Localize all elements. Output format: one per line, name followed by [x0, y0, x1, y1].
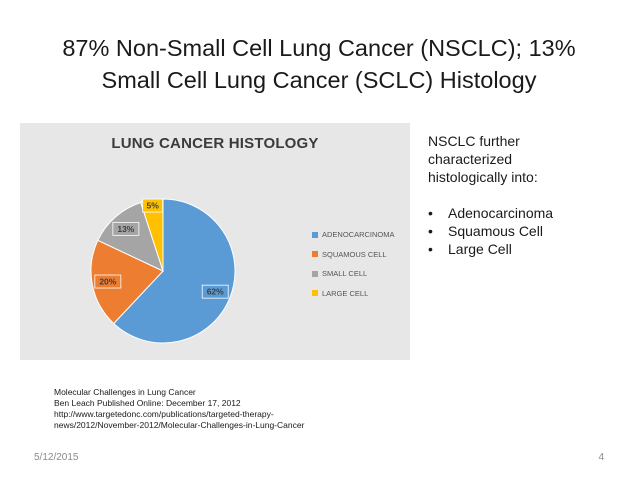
legend-label-small-cell: SMALL CELL	[322, 269, 368, 279]
nsclc-note-intro: NSCLC further characterized histological…	[428, 133, 538, 185]
pie-chart: 62% 20% 13% 5%	[90, 198, 236, 344]
list-item: • Squamous Cell	[428, 222, 628, 240]
nsclc-note: NSCLC further characterized histological…	[428, 132, 628, 258]
data-label-adenocarcinoma: 62%	[201, 284, 229, 299]
bullet-icon: •	[428, 223, 433, 239]
source-citation: Molecular Challenges in Lung Cancer Ben …	[54, 387, 374, 431]
pie-slice-adenocarcinoma	[113, 198, 236, 344]
footer-page-number: 4	[598, 452, 604, 463]
data-label-text: 62%	[207, 287, 224, 297]
legend-item-large-cell: LARGE CELL	[312, 284, 395, 304]
legend-swatch-large-cell	[312, 290, 318, 297]
bullet-icon: •	[428, 205, 433, 221]
data-label-small-cell: 13%	[112, 221, 140, 236]
subtype-label: Adenocarcinoma	[448, 205, 554, 221]
subtype-label: Squamous Cell	[448, 223, 543, 239]
pie-slice-small-cell	[97, 201, 164, 272]
slide-title-line1: 87% Non-Small Cell Lung Cancer (NSCLC); …	[62, 35, 576, 61]
data-label-text: 13%	[117, 224, 134, 234]
citation-url-line1: http://www.targetedonc.com/publications/…	[54, 409, 274, 419]
slide-title: 87% Non-Small Cell Lung Cancer (NSCLC); …	[0, 32, 638, 96]
legend-item-adenocarcinoma: ADENOCARCINOMA	[312, 225, 395, 245]
subtype-label: Large Cell	[448, 241, 512, 257]
chart-legend: ADENOCARCINOMA SQUAMOUS CELL SMALL CELL …	[312, 225, 395, 303]
list-item: • Large Cell	[428, 240, 628, 258]
legend-label-large-cell: LARGE CELL	[322, 288, 369, 298]
data-label-text: 20%	[99, 277, 116, 287]
legend-swatch-adenocarcinoma	[312, 231, 318, 238]
legend-label-squamous-cell: SQUAMOUS CELL	[322, 249, 387, 259]
chart-frame: LUNG CANCER HISTOLOGY 62% 20% 13% 5% ADENOC…	[20, 123, 410, 360]
slide-title-line2: Small Cell Lung Cancer (SCLC) Histology	[101, 67, 537, 93]
chart-title: LUNG CANCER HISTOLOGY	[111, 135, 319, 152]
pie-slice-squamous-cell	[90, 239, 164, 325]
bullet-icon: •	[428, 241, 433, 257]
nsclc-subtype-list: • Adenocarcinoma • Squamous Cell • Large Ce…	[428, 204, 628, 258]
legend-swatch-small-cell	[312, 270, 318, 277]
data-label-text: 5%	[146, 201, 159, 211]
citation-author: Ben Leach Published Online: December 17,…	[54, 398, 241, 408]
citation-url-line2: news/2012/November-2012/Molecular-Challe…	[54, 420, 305, 430]
data-label-squamous-cell: 20%	[94, 274, 122, 289]
data-label-large-cell: 5%	[142, 198, 164, 213]
legend-label-adenocarcinoma: ADENOCARCINOMA	[322, 230, 395, 240]
legend-swatch-squamous-cell	[312, 251, 318, 258]
legend-item-squamous-cell: SQUAMOUS CELL	[312, 245, 395, 265]
citation-title: Molecular Challenges in Lung Cancer	[54, 387, 196, 397]
list-item: • Adenocarcinoma	[428, 204, 628, 222]
footer-date: 5/12/2015	[34, 452, 79, 463]
legend-item-small-cell: SMALL CELL	[312, 264, 395, 284]
